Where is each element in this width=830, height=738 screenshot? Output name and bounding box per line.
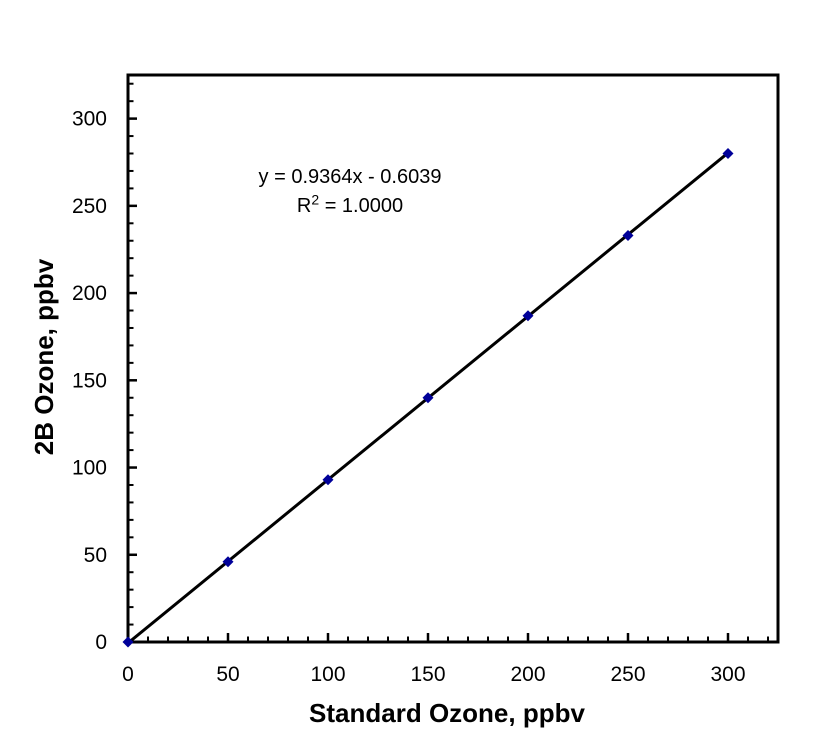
r-squared-label: R2 = 1.0000 [296, 192, 404, 217]
x-tick-label: 250 [610, 663, 645, 686]
r-squared-base: R [296, 195, 312, 217]
data-point-marker [422, 392, 434, 404]
y-tick-label: 150 [72, 369, 107, 392]
y-tick-label: 100 [72, 457, 107, 480]
y-axis-title: 2B Ozone, ppbv [29, 258, 59, 456]
y-tick-label: 300 [72, 108, 107, 131]
data-point-marker [322, 474, 334, 486]
y-tick-label: 200 [72, 282, 107, 305]
y-tick-label: 0 [95, 631, 107, 654]
y-tick-label: 50 [84, 544, 107, 567]
x-tick-label: 100 [310, 663, 345, 686]
y-tick-label: 250 [72, 195, 107, 218]
data-point-marker [222, 556, 234, 568]
data-point-marker [722, 148, 734, 160]
x-tick-label: 200 [510, 663, 545, 686]
x-tick-label: 50 [216, 663, 239, 686]
x-tick-label: 0 [122, 663, 134, 686]
x-tick-label: 300 [710, 663, 745, 686]
data-point-marker [522, 310, 534, 322]
plot-frame [126, 73, 780, 644]
x-axis-title: Standard Ozone, ppbv [309, 698, 585, 728]
data-point-marker [622, 230, 634, 242]
r-squared-superscript: 2 [311, 191, 320, 208]
data-point-marker [122, 636, 134, 648]
trendline-equation: y = 0.9364x - 0.6039 [258, 166, 442, 188]
x-tick-label: 150 [410, 663, 445, 686]
r-squared-value: = 1.0000 [319, 195, 404, 217]
